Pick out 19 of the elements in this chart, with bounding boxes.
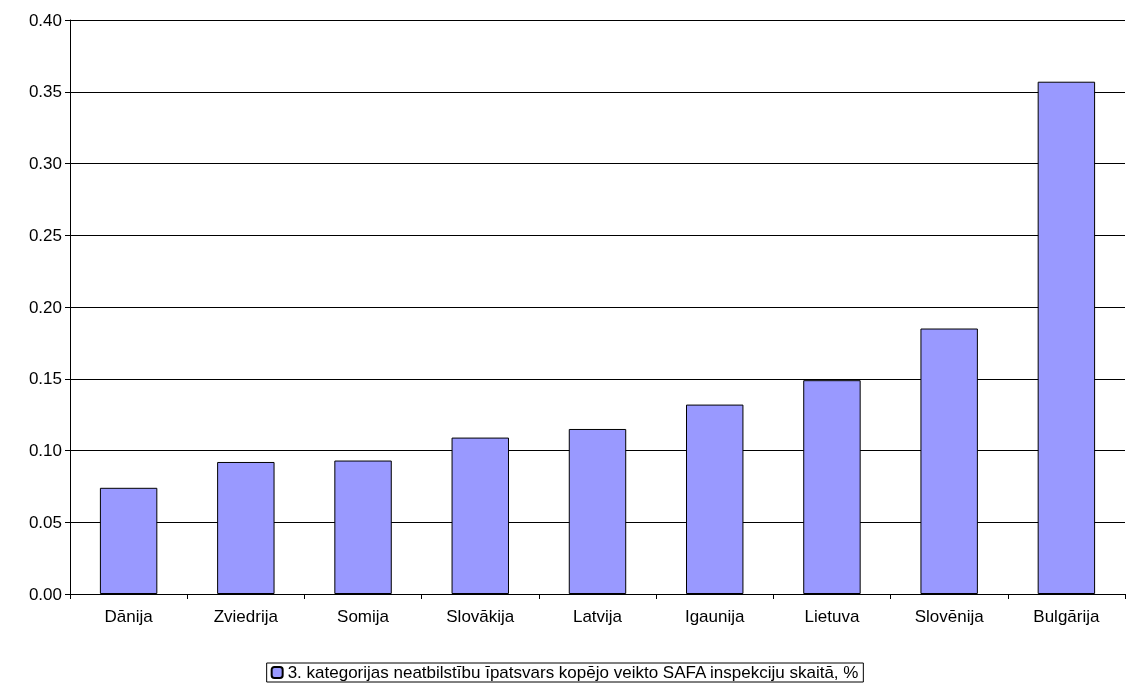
y-tick-label: 0.20 bbox=[28, 297, 62, 317]
y-tick-label: 0.10 bbox=[28, 441, 62, 460]
y-tick-label: 0.25 bbox=[28, 225, 62, 245]
y-tick-label: 0.05 bbox=[28, 512, 62, 532]
x-tick-label: Lietuva bbox=[804, 607, 860, 626]
y-tick-label: 0.40 bbox=[28, 10, 62, 30]
y-tick-label: 0.15 bbox=[28, 369, 62, 389]
x-tick-label: Bulgārija bbox=[1033, 607, 1101, 626]
y-tick-label: 0.00 bbox=[28, 584, 62, 604]
x-tick-label: Zviedrija bbox=[213, 607, 279, 626]
x-tick-label: Igaunija bbox=[684, 607, 746, 626]
x-tick-label: Somija bbox=[337, 607, 390, 626]
y-tick-label: 0.30 bbox=[28, 154, 62, 173]
x-tick-label: Latvija bbox=[572, 607, 623, 626]
x-tick-label: Slovākija bbox=[446, 607, 515, 626]
y-tick-label: 0.35 bbox=[28, 82, 62, 102]
x-tick-label: Dānija bbox=[104, 607, 154, 626]
legend-label: 3. kategorijas neatbilstību īpatsvars kopējo veikto SAFA inspekciju skaitā, % bbox=[287, 663, 859, 682]
x-tick-label: Slovēnija bbox=[914, 607, 985, 626]
